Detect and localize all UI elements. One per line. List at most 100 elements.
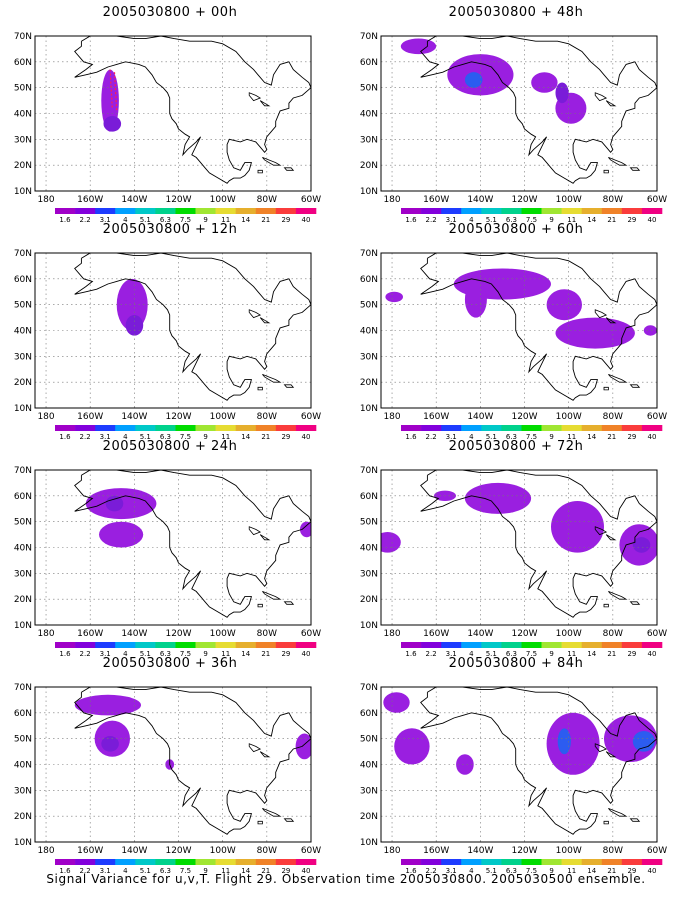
colorbar-label: 4 xyxy=(469,650,474,658)
map-frame xyxy=(380,686,658,843)
lat-label: 10N xyxy=(14,187,32,197)
lon-label: 100W xyxy=(210,412,236,422)
lon-label: 60W xyxy=(647,412,667,422)
island-outline xyxy=(629,167,641,171)
lon-label: 60W xyxy=(301,195,321,205)
lon-label: 120W xyxy=(165,195,191,205)
lat-label: 30N xyxy=(360,135,378,145)
lon-label: 120W xyxy=(511,846,537,856)
colorbar-label: 2.2 xyxy=(80,650,91,658)
lat-label: 60N xyxy=(14,492,32,502)
variance-region xyxy=(643,325,657,336)
colorbar-label: 29 xyxy=(627,650,636,658)
colorbar-swatch xyxy=(95,425,116,431)
colorbar-label: 4 xyxy=(469,433,474,441)
island-outline xyxy=(603,820,609,825)
colorbar-label: 7.5 xyxy=(526,650,537,658)
colorbar-label: 40 xyxy=(302,867,311,875)
colorbar-label: 3.1 xyxy=(100,433,111,441)
lon-label: 100W xyxy=(556,846,582,856)
colorbar-label: 11 xyxy=(221,867,230,875)
colorbar-swatch xyxy=(215,208,236,214)
colorbar-label: 11 xyxy=(567,216,576,224)
colorbar-label: 1.6 xyxy=(405,650,417,658)
colorbar-swatch xyxy=(55,642,76,648)
island-outline xyxy=(629,601,641,605)
colorbar-swatch xyxy=(501,208,522,214)
panel-title: 2005030800 + 72h xyxy=(448,439,584,454)
colorbar-label: 3.1 xyxy=(446,216,457,224)
island-outline xyxy=(283,601,295,605)
colorbar-swatch xyxy=(541,425,562,431)
colorbar-label: 40 xyxy=(648,650,657,658)
colorbar-label: 6.3 xyxy=(160,867,171,875)
colorbar-swatch xyxy=(295,642,317,648)
colorbar-swatch xyxy=(295,425,317,431)
colorbar-label: 7.5 xyxy=(526,433,537,441)
colorbar-swatch xyxy=(581,208,603,214)
colorbar-label: 21 xyxy=(607,867,616,875)
variance-region xyxy=(400,38,437,55)
coastline xyxy=(74,687,311,835)
colorbar-label: 1.6 xyxy=(59,650,71,658)
island-outline xyxy=(608,591,628,600)
lon-label: 80W xyxy=(257,412,277,422)
lon-label: 60W xyxy=(647,629,667,639)
colorbar-swatch xyxy=(115,642,136,648)
panel-title: 2005030800 + 48h xyxy=(448,5,584,20)
colorbar-swatch xyxy=(601,859,623,865)
colorbar-label: 14 xyxy=(241,216,250,224)
lat-label: 70N xyxy=(360,466,378,476)
colorbar-label: 2.2 xyxy=(426,433,437,441)
island-outline xyxy=(262,157,282,166)
colorbar-swatch xyxy=(581,642,603,648)
colorbar-swatch xyxy=(95,642,116,648)
variance-region xyxy=(385,291,403,303)
colorbar-swatch xyxy=(421,859,442,865)
lat-label: 20N xyxy=(14,378,32,388)
lat-label: 20N xyxy=(360,595,378,605)
colorbar-label: 1.6 xyxy=(59,867,71,875)
colorbar-label: 2.2 xyxy=(426,867,437,875)
colorbar-swatch xyxy=(135,425,156,431)
variance-region xyxy=(555,82,569,104)
colorbar-swatch xyxy=(581,425,603,431)
lon-label: 160W xyxy=(77,629,103,639)
colorbar-swatch xyxy=(175,859,196,865)
lon-label: 180 xyxy=(37,195,54,205)
lat-label: 10N xyxy=(360,621,378,631)
variance-region xyxy=(464,482,532,514)
island-outline xyxy=(257,603,263,608)
variance-region xyxy=(101,69,119,132)
colorbar-label: 1.6 xyxy=(405,433,417,441)
colorbar-swatch xyxy=(641,859,663,865)
colorbar-swatch xyxy=(461,208,482,214)
lat-label: 50N xyxy=(360,84,378,94)
lat-label: 20N xyxy=(360,161,378,171)
colorbar-label: 21 xyxy=(261,867,270,875)
coastline xyxy=(74,36,311,184)
lon-label: 120W xyxy=(511,195,537,205)
island-outline xyxy=(283,384,295,388)
coastline xyxy=(420,470,657,618)
colorbar-swatch xyxy=(115,425,136,431)
colorbar-label: 9 xyxy=(549,433,553,441)
lat-label: 10N xyxy=(360,187,378,197)
colorbar-swatch xyxy=(115,859,136,865)
lat-label: 10N xyxy=(14,621,32,631)
colorbar-label: 5.1 xyxy=(486,650,497,658)
colorbar-label: 4 xyxy=(123,867,128,875)
variance-region xyxy=(531,72,558,93)
colorbar-swatch xyxy=(481,208,502,214)
colorbar-label: 21 xyxy=(607,650,616,658)
colorbar-label: 5.1 xyxy=(486,433,497,441)
colorbar-label: 1.6 xyxy=(405,867,417,875)
lon-label: 160W xyxy=(423,195,449,205)
lat-label: 60N xyxy=(14,58,32,68)
lon-label: 140W xyxy=(121,629,147,639)
colorbar-swatch xyxy=(621,425,643,431)
colorbar-label: 14 xyxy=(587,216,596,224)
lat-label: 50N xyxy=(360,518,378,528)
colorbar-swatch xyxy=(461,642,482,648)
colorbar-label: 11 xyxy=(221,433,230,441)
